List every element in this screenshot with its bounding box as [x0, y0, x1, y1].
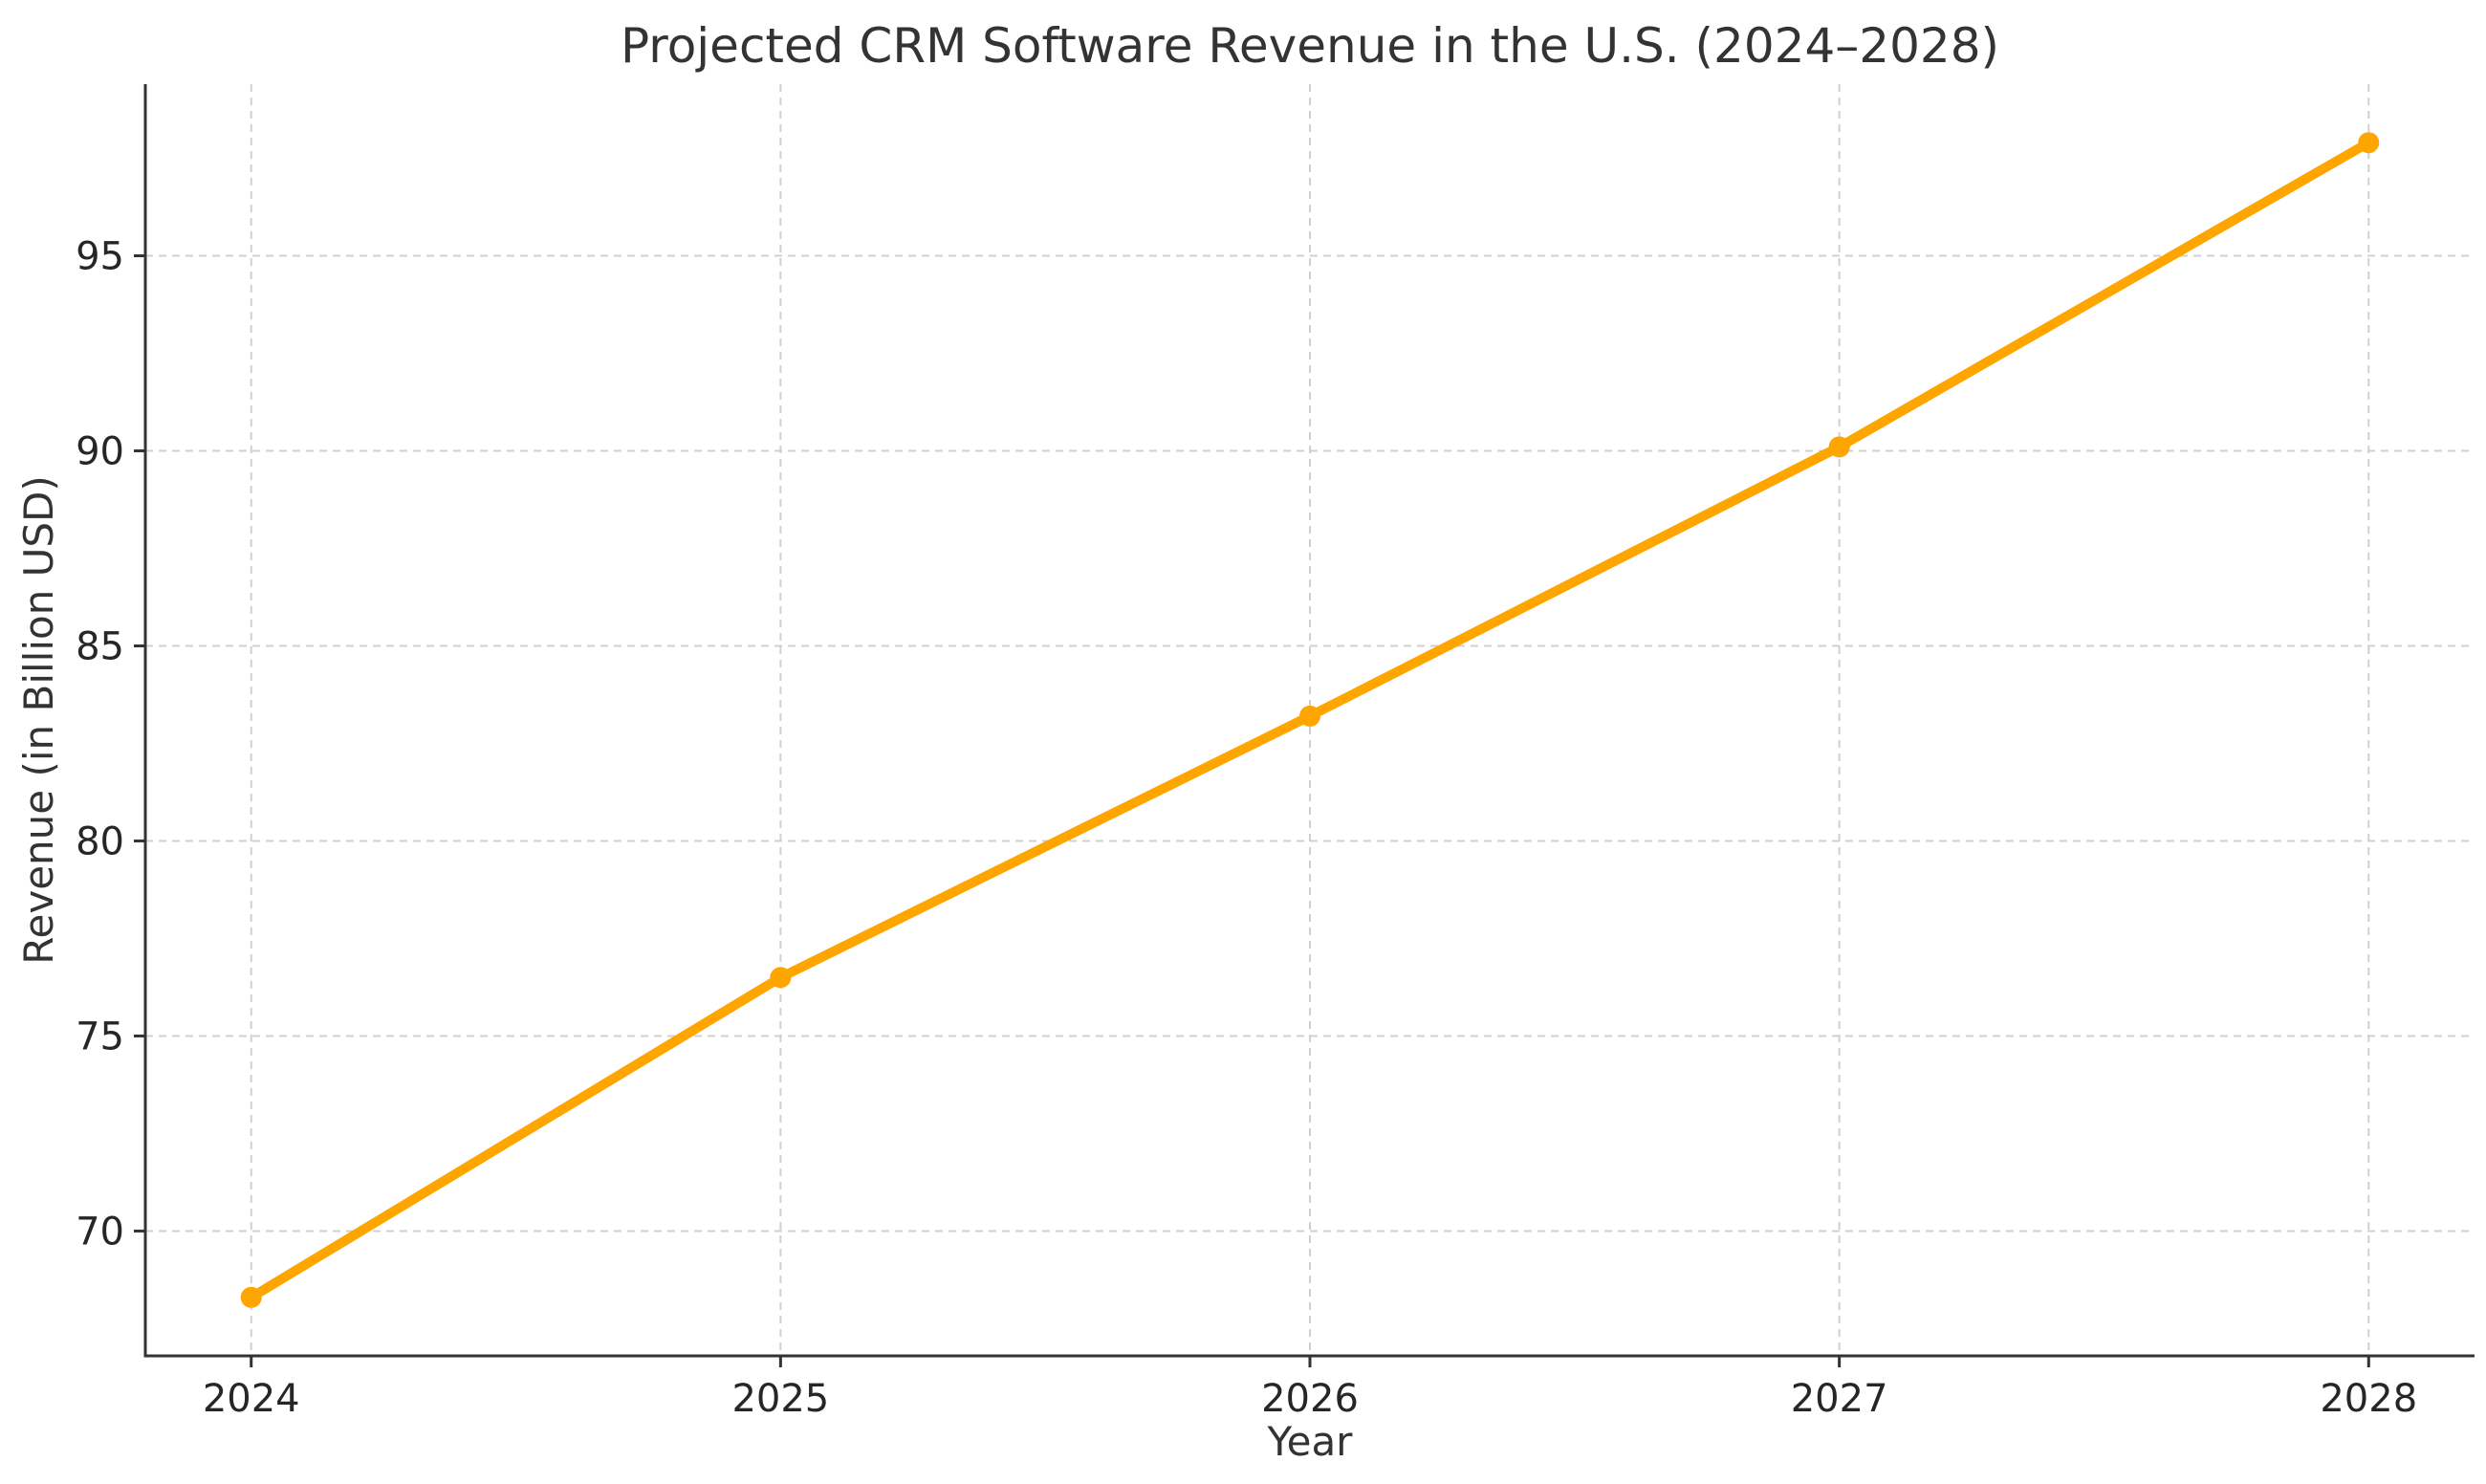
- data-point: [240, 1286, 262, 1308]
- grid: [145, 84, 2475, 1356]
- chart-title: Projected CRM Software Revenue in the U.…: [621, 18, 1999, 74]
- x-axis-label: Year: [1267, 1418, 1354, 1465]
- data-point: [770, 967, 792, 989]
- axis-frame: [143, 84, 2475, 1358]
- y-tick-label: 80: [76, 819, 124, 863]
- data-point: [1828, 436, 1850, 458]
- series-layer: [240, 132, 2380, 1308]
- x-tick-label: 2024: [203, 1377, 300, 1421]
- y-tick-label: 75: [76, 1015, 124, 1058]
- y-tick-label: 70: [76, 1210, 124, 1254]
- x-tick-label: 2028: [2320, 1377, 2417, 1421]
- x-tick-label: 2026: [1261, 1377, 1359, 1421]
- y-tick-label: 90: [76, 429, 124, 473]
- x-axis-ticks: 2024 2025 2026 2027 2028: [203, 1356, 2417, 1421]
- y-axis-ticks: 70 75 80 85 90 95: [76, 235, 145, 1254]
- y-tick-label: 95: [76, 235, 124, 279]
- y-axis-label: Revenue (in Billion USD): [15, 475, 62, 965]
- data-point: [1299, 705, 1320, 727]
- axes: [143, 84, 2475, 1358]
- data-point: [2358, 132, 2380, 154]
- x-tick-label: 2027: [1791, 1377, 1888, 1421]
- y-tick-label: 85: [76, 624, 124, 668]
- x-tick-label: 2025: [731, 1377, 829, 1421]
